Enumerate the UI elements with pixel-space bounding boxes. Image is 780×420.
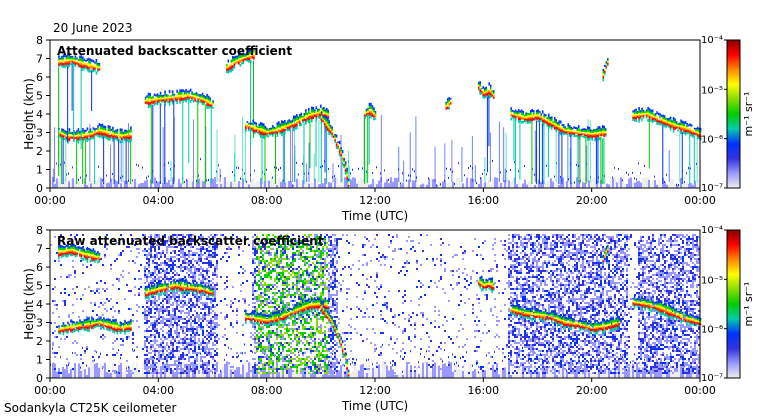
x-tick-label: 00:00 — [684, 384, 716, 397]
y-tick-label: 4 — [36, 108, 43, 121]
y-tick-label: 3 — [36, 127, 43, 140]
y-axis-label: Height (km) — [22, 78, 36, 149]
colorbar-tick-label: 10⁻⁴ — [701, 225, 723, 236]
y-axis-label: Height (km) — [22, 268, 36, 339]
colorbar-tick-label: 10⁻⁶ — [701, 325, 723, 336]
instrument-label: Sodankyla CT25K ceilometer — [4, 401, 177, 415]
x-tick-label: 16:00 — [467, 384, 499, 397]
y-tick-label: 0 — [36, 182, 43, 195]
y-tick-label: 5 — [36, 90, 43, 103]
y-tick-label: 6 — [36, 261, 43, 274]
colorbar-label: m⁻¹ sr⁻¹ — [742, 282, 755, 327]
y-tick-label: 2 — [36, 145, 43, 158]
y-tick-label: 1 — [36, 354, 43, 367]
colorbar-label: m⁻¹ sr⁻¹ — [742, 92, 755, 137]
y-tick-label: 6 — [36, 71, 43, 84]
colorbar-tick-label: 10⁻⁷ — [701, 373, 723, 384]
x-tick-label: 20:00 — [576, 384, 608, 397]
colorbar-scale — [726, 229, 741, 379]
panel-title: Raw attenuated backscatter coefficient — [57, 234, 324, 248]
x-tick-label: 00:00 — [34, 194, 66, 207]
x-tick-label: 08:00 — [251, 194, 283, 207]
x-tick-label: 04:00 — [142, 384, 174, 397]
colorbar-tick-label: 10⁻⁷ — [701, 183, 723, 194]
y-tick-label: 8 — [36, 34, 43, 47]
y-tick-label: 7 — [36, 53, 43, 66]
y-tick-label: 7 — [36, 243, 43, 256]
x-tick-label: 12:00 — [359, 384, 391, 397]
date-label: 20 June 2023 — [53, 21, 133, 35]
panel-1: Attenuated backscatter coefficient 0 1 2 3 4 5… — [22, 34, 755, 223]
colorbar-tick-label: 10⁻⁴ — [701, 35, 723, 46]
x-tick-label: 04:00 — [142, 194, 174, 207]
colorbar-tick-label: 10⁻⁶ — [701, 135, 723, 146]
x-tick-label: 20:00 — [576, 194, 608, 207]
y-tick-label: 4 — [36, 298, 43, 311]
y-tick-label: 8 — [36, 224, 43, 237]
y-tick-label: 5 — [36, 280, 43, 293]
x-tick-label: 00:00 — [684, 194, 716, 207]
panel-title: Attenuated backscatter coefficient — [57, 44, 292, 58]
y-tick-label: 1 — [36, 164, 43, 177]
backscatter-heatmap — [50, 234, 702, 378]
y-tick-label: 0 — [36, 372, 43, 385]
y-tick-label: 2 — [36, 335, 43, 348]
x-axis-label: Time (UTC) — [341, 399, 408, 413]
panel-2: Raw attenuated backscatter coefficient 0 1… — [22, 224, 755, 413]
x-tick-label: 00:00 — [34, 384, 66, 397]
backscatter-heatmap — [50, 48, 702, 189]
colorbar: 10⁻⁴ 10⁻⁵ 10⁻⁶ 10⁻⁷ m⁻¹ sr⁻¹ — [701, 35, 755, 194]
x-tick-label: 16:00 — [467, 194, 499, 207]
colorbar: 10⁻⁴ 10⁻⁵ 10⁻⁶ 10⁻⁷ m⁻¹ sr⁻¹ — [701, 225, 755, 384]
x-axis-label: Time (UTC) — [341, 209, 408, 223]
colorbar-tick-label: 10⁻⁵ — [701, 275, 723, 286]
y-tick-label: 3 — [36, 317, 43, 330]
colorbar-tick-label: 10⁻⁵ — [701, 85, 723, 96]
colorbar-scale — [726, 39, 741, 189]
x-tick-label: 08:00 — [251, 384, 283, 397]
x-tick-label: 12:00 — [359, 194, 391, 207]
